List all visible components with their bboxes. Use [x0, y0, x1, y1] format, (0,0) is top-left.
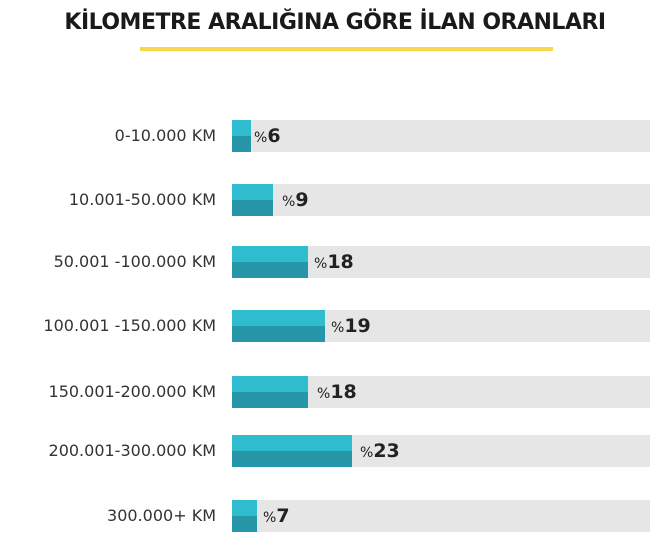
bar-track	[232, 500, 650, 532]
category-label: 200.001-300.000 KM	[48, 441, 216, 460]
title-underline	[140, 47, 553, 51]
bar	[232, 435, 352, 467]
bar-track	[232, 120, 650, 152]
bar	[232, 500, 257, 532]
bar-track	[232, 376, 650, 408]
bar-track	[232, 435, 650, 467]
bar-row: 200.001-300.000 KM %23	[0, 435, 670, 467]
category-label: 100.001 -150.000 KM	[43, 316, 216, 335]
value-label: %9	[282, 189, 309, 211]
bar	[232, 246, 308, 278]
bar-row: 100.001 -150.000 KM %19	[0, 310, 670, 342]
bar-track	[232, 310, 650, 342]
bar	[232, 120, 251, 152]
value-label: %18	[314, 251, 354, 273]
bar-row: 10.001-50.000 KM %9	[0, 184, 670, 216]
bar-row: 150.001-200.000 KM %18	[0, 376, 670, 408]
bar	[232, 310, 325, 342]
chart-title: KİLOMETRE ARALIĞINA GÖRE İLAN ORANLARI	[64, 10, 606, 35]
value-label: %19	[331, 315, 371, 337]
value-label: %7	[263, 505, 290, 527]
bar-row: 50.001 -100.000 KM %18	[0, 246, 670, 278]
bar	[232, 184, 273, 216]
bar-track	[232, 184, 650, 216]
value-label: %18	[317, 381, 357, 403]
bar-row: 300.000+ KM %7	[0, 500, 670, 532]
category-label: 0-10.000 KM	[114, 126, 216, 145]
bar	[232, 376, 308, 408]
category-label: 300.000+ KM	[107, 506, 216, 525]
value-label: %23	[360, 440, 400, 462]
value-label: %6	[254, 125, 281, 147]
bar-row: 0-10.000 KM %6	[0, 120, 670, 152]
category-label: 10.001-50.000 KM	[68, 190, 216, 209]
category-label: 50.001 -100.000 KM	[53, 252, 216, 271]
bar-track	[232, 246, 650, 278]
category-label: 150.001-200.000 KM	[48, 382, 216, 401]
